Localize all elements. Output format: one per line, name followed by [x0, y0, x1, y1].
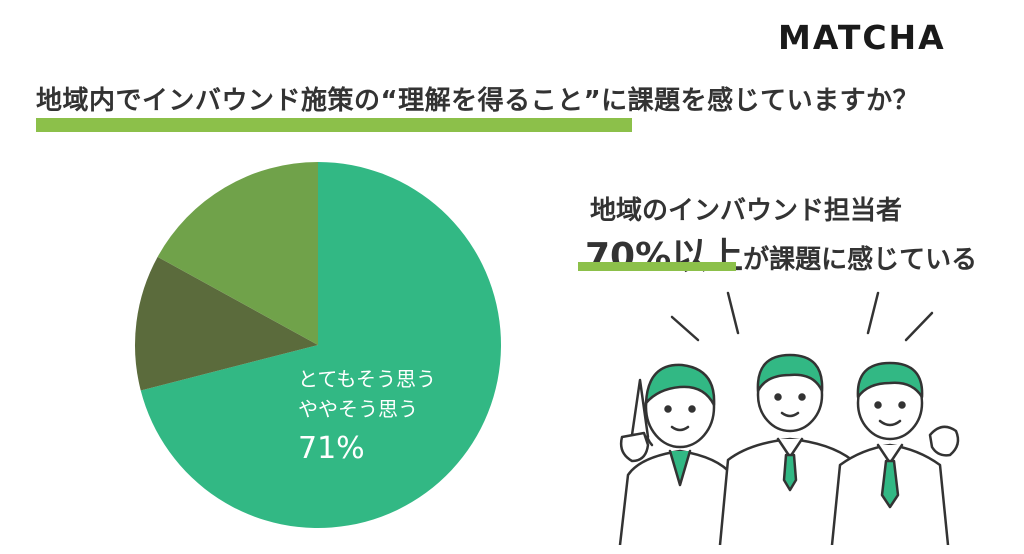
headline-underline [578, 262, 736, 271]
pie-slice-3 [157, 162, 318, 345]
person-right-icon [830, 361, 960, 545]
title-underline [36, 118, 632, 132]
chart-title: 地域内でインバウンド施策の“理解を得ること”に課題を感じていますか？ [36, 86, 920, 116]
headline-line-1: 地域のインバウンド担当者 [590, 196, 903, 226]
pie-slice-1 [140, 162, 502, 528]
slice-label-value: 71% [298, 431, 365, 466]
pie-slice-2 [135, 256, 318, 391]
headline-line-2: 70%以上が課題に感じている [585, 227, 977, 279]
pie-slices [135, 162, 502, 528]
matcha-logo: MATCHA [778, 18, 946, 57]
headline-line-2-rest: が課題に感じている [743, 245, 978, 275]
pie-chart: とてもそう思う ややそう思う 71% [135, 162, 502, 528]
pie-labels: とてもそう思う ややそう思う 71% [298, 367, 436, 466]
slice-label-line-1: とてもそう思う [298, 367, 436, 391]
person-left-icon [618, 363, 740, 545]
person-middle-icon [718, 353, 862, 545]
excitement-lines-icon [670, 291, 934, 342]
slice-label-line-2: ややそう思う [298, 397, 418, 421]
people-cheering-icon [618, 291, 960, 545]
